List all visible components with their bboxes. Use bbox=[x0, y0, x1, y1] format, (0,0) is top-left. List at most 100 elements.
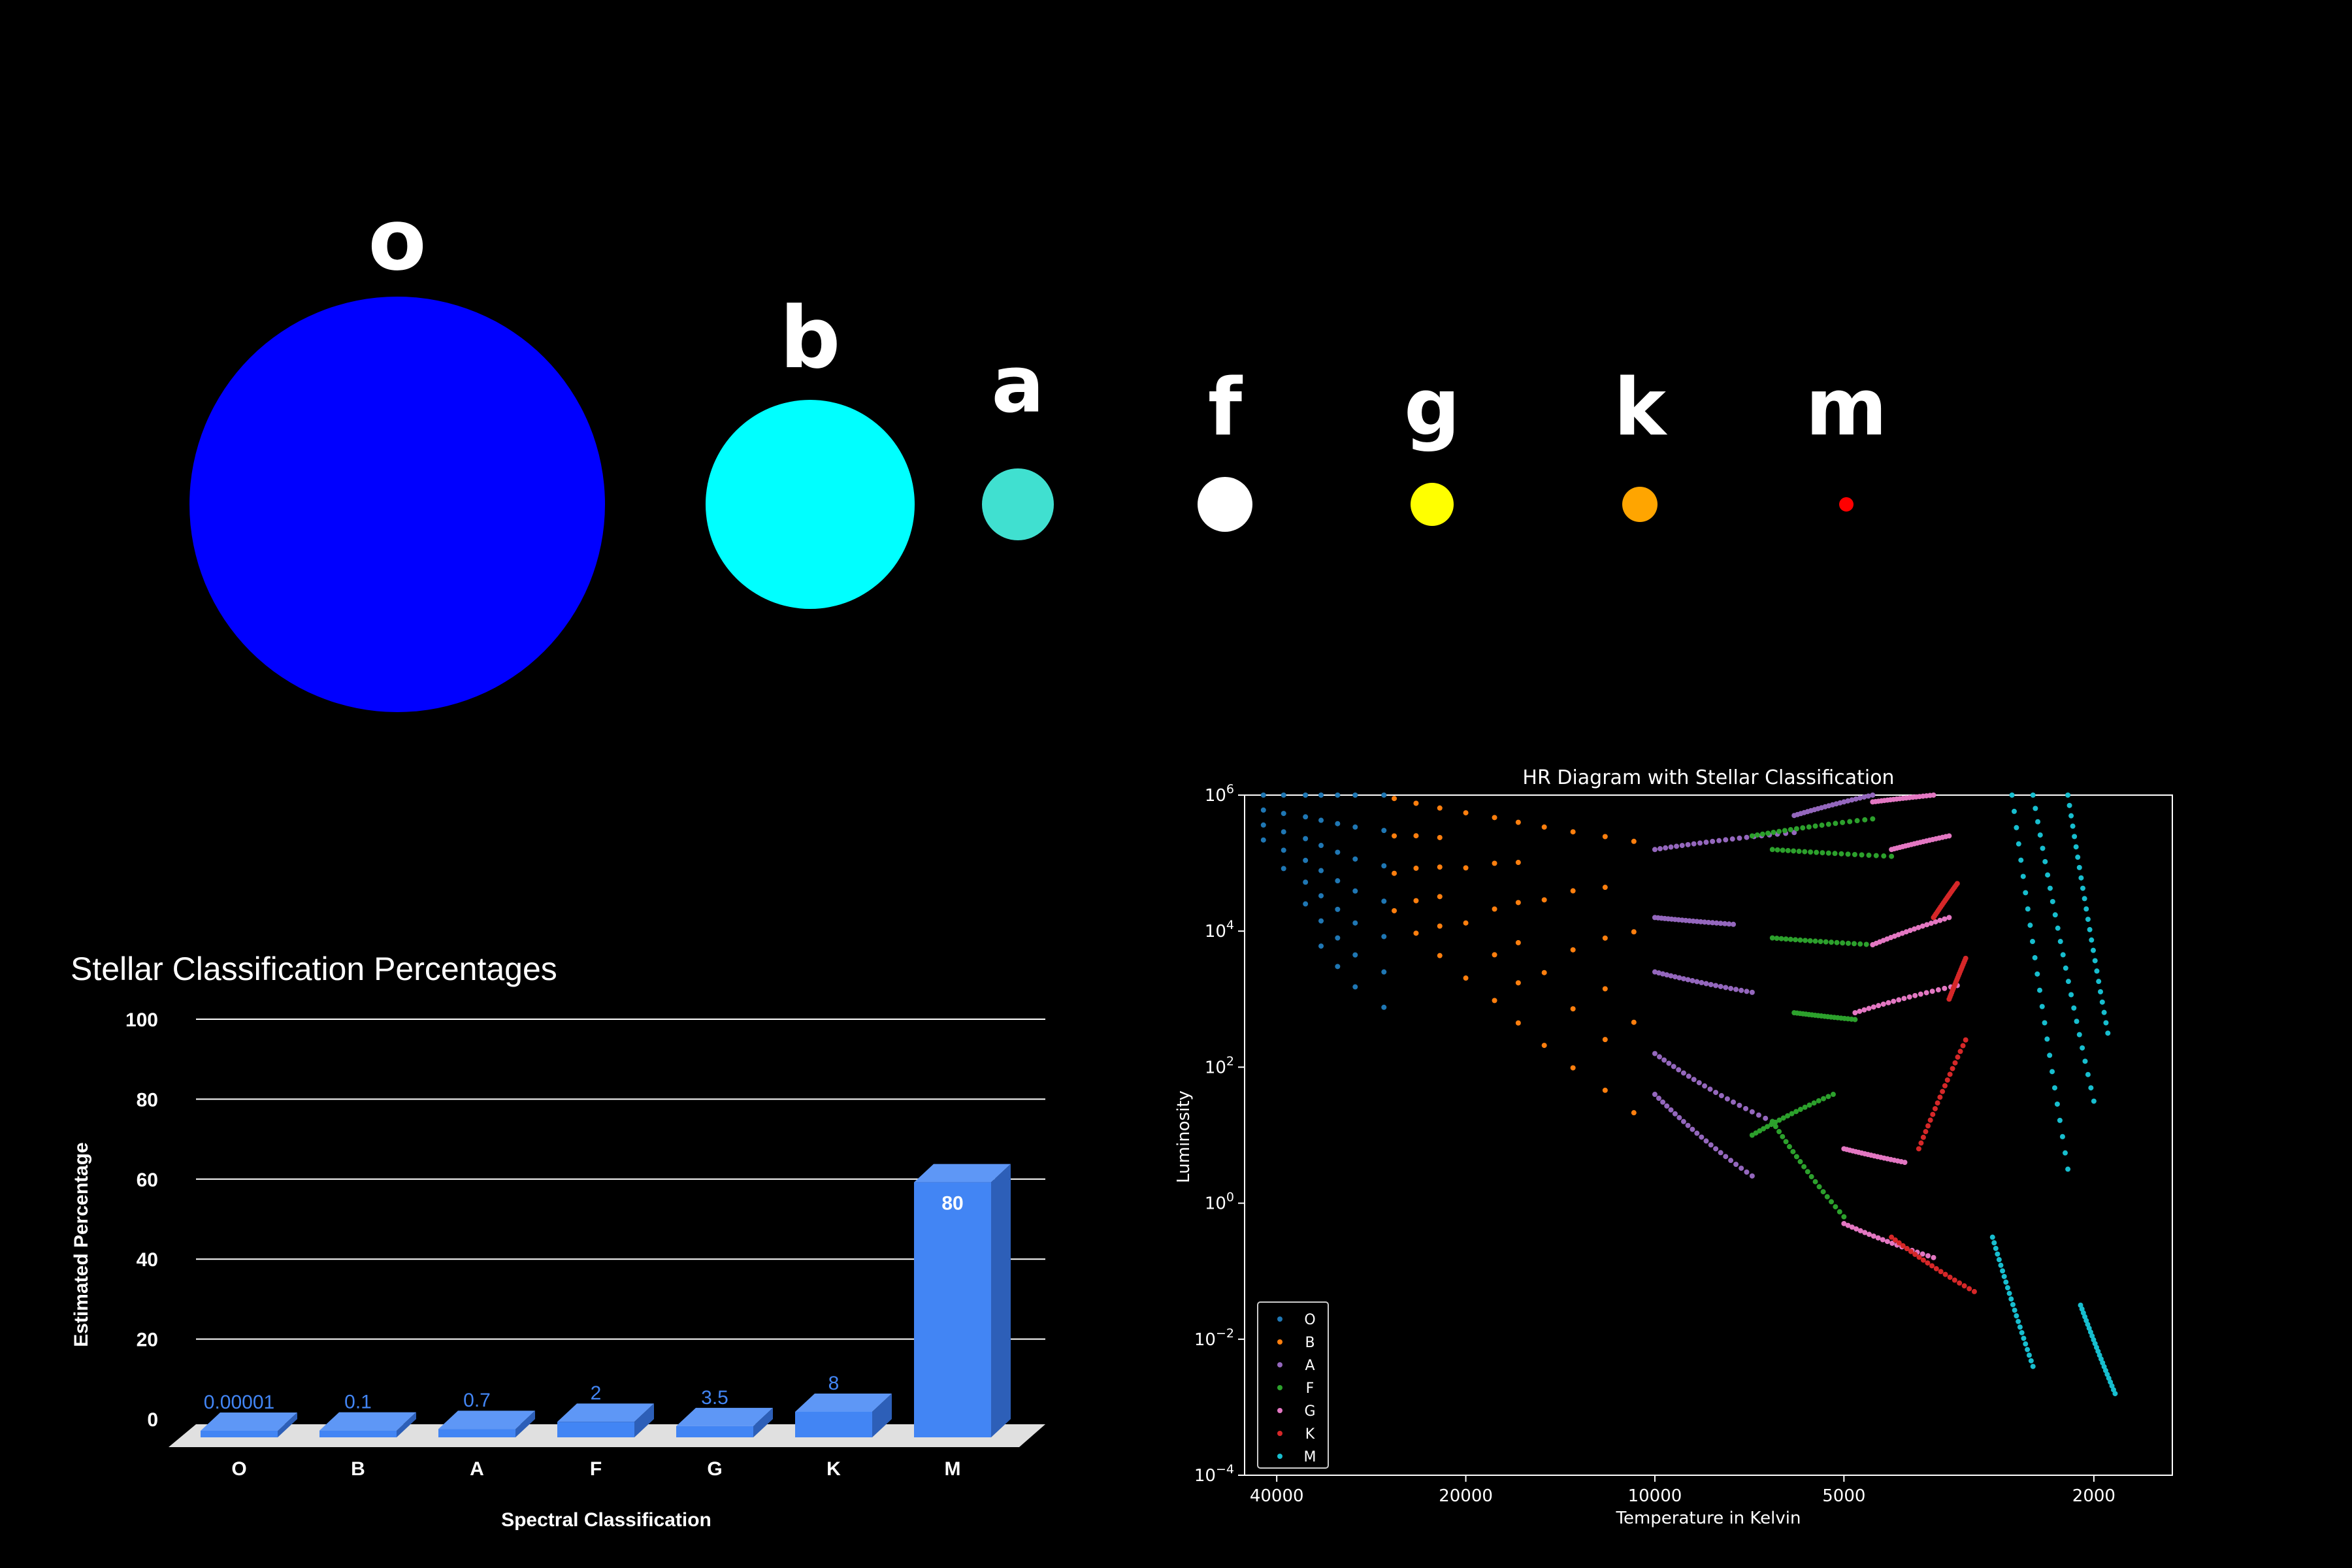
hr-point-A bbox=[1697, 840, 1703, 846]
hr-point-A bbox=[1676, 1115, 1682, 1120]
hr-legend-label-O: O bbox=[1304, 1312, 1315, 1328]
hr-legend-marker-B bbox=[1277, 1339, 1282, 1345]
hr-point-F bbox=[1812, 823, 1818, 829]
hr-point-B bbox=[1492, 952, 1497, 958]
hr-point-G bbox=[1891, 998, 1897, 1004]
hr-point-F bbox=[1759, 831, 1765, 837]
hr-point-M bbox=[2054, 1101, 2060, 1107]
hr-point-M bbox=[2000, 1268, 2006, 1274]
hr-point-B bbox=[1602, 935, 1608, 941]
hr-point-G bbox=[1903, 929, 1909, 935]
hr-point-G bbox=[1870, 1233, 1876, 1239]
hr-point-A bbox=[1703, 981, 1709, 987]
star-circle-f bbox=[1198, 477, 1252, 532]
hr-point-A bbox=[1718, 1150, 1723, 1156]
hr-point-F bbox=[1761, 1126, 1767, 1132]
hr-point-O bbox=[1335, 821, 1341, 826]
hr-point-K bbox=[1918, 1140, 1924, 1146]
hr-point-G bbox=[1923, 990, 1929, 996]
hr-point-B bbox=[1437, 834, 1443, 840]
hr-y-tick-label: 10−2 bbox=[1194, 1326, 1234, 1350]
hr-point-O bbox=[1352, 856, 1358, 862]
hr-point-F bbox=[1811, 1100, 1817, 1106]
hr-point-M bbox=[2097, 988, 2103, 994]
hr-point-A bbox=[1698, 919, 1704, 924]
hr-legend-marker-O bbox=[1277, 1316, 1282, 1322]
hr-point-G bbox=[1912, 992, 1918, 998]
hr-point-A bbox=[1845, 798, 1851, 804]
hr-point-B bbox=[1413, 930, 1419, 936]
bar-top-A bbox=[438, 1411, 535, 1429]
hr-point-O bbox=[1335, 849, 1341, 855]
hr-point-F bbox=[1833, 1204, 1838, 1210]
hr-point-B bbox=[1463, 920, 1469, 926]
hr-point-A bbox=[1870, 792, 1876, 798]
hr-point-F bbox=[1814, 849, 1820, 855]
bar-value-label-G: 3.5 bbox=[701, 1387, 728, 1409]
hr-point-F bbox=[1776, 1117, 1782, 1123]
hr-point-O bbox=[1260, 822, 1266, 828]
hr-point-A bbox=[1656, 1054, 1662, 1060]
hr-point-M bbox=[2019, 1330, 2025, 1335]
hr-point-O bbox=[1352, 920, 1358, 926]
hr-point-B bbox=[1602, 885, 1608, 890]
bar-y-tick-label: 80 bbox=[137, 1089, 158, 1111]
hr-point-B bbox=[1570, 1065, 1576, 1071]
hr-point-M bbox=[1998, 1262, 2004, 1268]
hr-point-A bbox=[1680, 1119, 1686, 1124]
hr-point-A bbox=[1702, 1083, 1708, 1089]
hr-point-G bbox=[1875, 1235, 1881, 1241]
hr-point-B bbox=[1413, 898, 1419, 904]
bar-y-tick-label: 0 bbox=[147, 1409, 158, 1431]
bar-x-tick-label-G: G bbox=[707, 1458, 722, 1480]
hr-point-O bbox=[1260, 837, 1266, 843]
hr-point-F bbox=[1757, 1128, 1763, 1134]
hr-point-F bbox=[1873, 853, 1879, 858]
bar-side-M bbox=[991, 1164, 1011, 1437]
hr-title: HR Diagram with Stellar Classification bbox=[1522, 766, 1894, 789]
hr-point-A bbox=[1714, 920, 1720, 926]
hr-point-F bbox=[1825, 821, 1831, 827]
hr-legend-marker-F bbox=[1277, 1385, 1282, 1390]
hr-point-F bbox=[1786, 1144, 1792, 1150]
hr-point-G bbox=[1854, 1226, 1859, 1232]
hr-point-G bbox=[1946, 833, 1952, 839]
hr-point-A bbox=[1691, 1077, 1697, 1083]
hr-point-B bbox=[1463, 865, 1469, 871]
hr-point-A bbox=[1723, 985, 1729, 990]
hr-point-K bbox=[1916, 1254, 1922, 1260]
hr-point-A bbox=[1652, 847, 1658, 853]
hr-point-G bbox=[1928, 921, 1934, 926]
hr-point-M bbox=[2071, 1005, 2077, 1011]
hr-point-A bbox=[1756, 1112, 1761, 1118]
hr-legend-label-F: F bbox=[1306, 1380, 1315, 1397]
hr-legend-label-M: M bbox=[1304, 1449, 1316, 1465]
hr-point-F bbox=[1772, 1124, 1778, 1130]
hr-legend-label-A: A bbox=[1305, 1358, 1315, 1374]
hr-point-M bbox=[2072, 834, 2078, 840]
hr-point-M bbox=[2050, 898, 2055, 904]
hr-point-A bbox=[1713, 1146, 1719, 1152]
hr-point-G bbox=[1919, 923, 1925, 929]
hr-point-O bbox=[1352, 792, 1358, 798]
hr-point-A bbox=[1707, 1086, 1713, 1092]
hr-point-K bbox=[1925, 1123, 1931, 1129]
hr-point-F bbox=[1812, 1179, 1818, 1184]
hr-point-B bbox=[1492, 860, 1497, 866]
hr-point-A bbox=[1676, 1067, 1682, 1073]
hr-point-F bbox=[1791, 848, 1797, 854]
hr-point-M bbox=[2068, 813, 2074, 819]
hr-point-F bbox=[1749, 833, 1755, 839]
hr-point-M bbox=[2037, 832, 2043, 838]
hr-point-A bbox=[1656, 1095, 1661, 1101]
hr-point-B bbox=[1492, 998, 1497, 1004]
hr-point-K bbox=[1925, 1260, 1931, 1266]
bar-side-G bbox=[753, 1407, 773, 1437]
hr-point-F bbox=[1778, 936, 1784, 941]
bar-y-tick-label: 20 bbox=[137, 1330, 158, 1351]
hr-point-M bbox=[2051, 1085, 2057, 1091]
bar-x-tick-label-K: K bbox=[826, 1458, 841, 1480]
hr-point-K bbox=[1955, 1054, 1961, 1060]
